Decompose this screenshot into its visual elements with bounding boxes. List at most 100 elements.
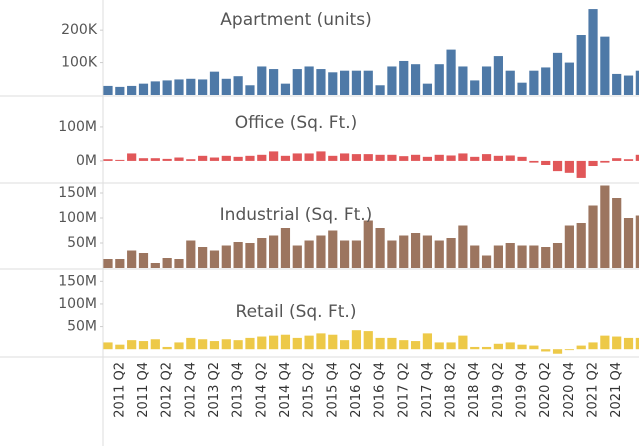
bar [257, 336, 267, 350]
bar [529, 160, 539, 163]
bar [434, 64, 444, 95]
bar [233, 156, 243, 161]
x-tick-label: 2015 Q2 [302, 362, 317, 418]
bar [138, 83, 149, 95]
bar [174, 342, 184, 350]
panel-title: Retail (Sq. Ft.) [236, 302, 357, 322]
bar [612, 73, 622, 95]
bar [233, 242, 243, 268]
bar [446, 238, 456, 268]
bar [588, 9, 598, 95]
x-tick-label: 2016 Q2 [349, 362, 364, 418]
bar [493, 56, 503, 95]
bar [422, 156, 433, 161]
bar [635, 337, 639, 350]
y-tick-label: 0M [76, 153, 97, 169]
bar [150, 263, 160, 268]
bar [209, 341, 220, 350]
bar [564, 160, 574, 173]
bar [399, 60, 409, 95]
bar [470, 346, 480, 350]
bar [245, 337, 255, 350]
bar [363, 331, 373, 350]
bar [612, 198, 622, 268]
bar [529, 70, 539, 95]
x-tick-label: 2020 Q4 [562, 362, 577, 418]
bar [375, 154, 385, 161]
bar [209, 250, 220, 268]
bar [340, 70, 350, 95]
bar [612, 158, 622, 161]
bar [280, 228, 291, 268]
bar [541, 160, 551, 165]
x-tick-label: 2019 Q2 [491, 362, 506, 418]
bar [328, 230, 338, 268]
bar [399, 156, 409, 161]
bar [328, 155, 338, 161]
bar [623, 218, 634, 268]
bar [162, 346, 172, 350]
bar [257, 238, 267, 268]
bar [174, 79, 184, 95]
y-tick-label: 100K [61, 55, 98, 71]
bar [269, 69, 279, 95]
bar [387, 240, 397, 268]
y-tick-label: 200K [61, 22, 98, 38]
bar [150, 81, 160, 95]
x-tick-label: 2016 Q4 [373, 362, 388, 418]
bar [351, 240, 362, 268]
bar [198, 247, 208, 268]
bar [186, 240, 196, 268]
bar [481, 154, 492, 161]
bar [363, 154, 373, 161]
bar [635, 70, 639, 95]
bar [422, 333, 433, 350]
bar [316, 235, 326, 268]
bar [600, 335, 610, 350]
x-tick-label: 2019 Q4 [515, 362, 530, 418]
y-tick-label: 100M [58, 296, 97, 312]
bar [280, 83, 291, 95]
y-tick-label: 150M [58, 273, 97, 289]
bar [304, 66, 314, 95]
y-tick-label: 100M [58, 119, 97, 135]
bar [529, 245, 539, 268]
y-tick-label: 50M [67, 319, 97, 335]
bar [280, 155, 291, 161]
bar [150, 158, 160, 161]
bar [481, 346, 492, 350]
bar [292, 245, 302, 268]
bar [363, 220, 373, 268]
bar [387, 337, 397, 350]
bar [541, 67, 551, 95]
bar [127, 250, 137, 268]
bar [340, 240, 350, 268]
bar [422, 235, 433, 268]
bar [351, 330, 362, 350]
bar [351, 70, 362, 95]
bar [493, 155, 503, 161]
bar [127, 340, 137, 350]
bar [517, 344, 527, 350]
bar [517, 82, 527, 95]
x-tick-label: 2014 Q2 [254, 362, 269, 418]
bar [233, 340, 243, 350]
bar [446, 49, 456, 95]
bar [458, 225, 468, 268]
bar [635, 154, 639, 161]
bar [576, 223, 586, 268]
bar [245, 85, 255, 95]
bar [552, 243, 563, 268]
bar [458, 66, 468, 95]
bar [209, 71, 220, 95]
bar [410, 233, 421, 268]
bar [174, 259, 184, 268]
bar [375, 337, 385, 350]
bar [138, 253, 149, 268]
bar [375, 228, 385, 268]
bar [174, 157, 184, 161]
bar [138, 158, 149, 161]
bar [600, 36, 610, 95]
bar [221, 245, 231, 268]
bar [600, 160, 610, 163]
